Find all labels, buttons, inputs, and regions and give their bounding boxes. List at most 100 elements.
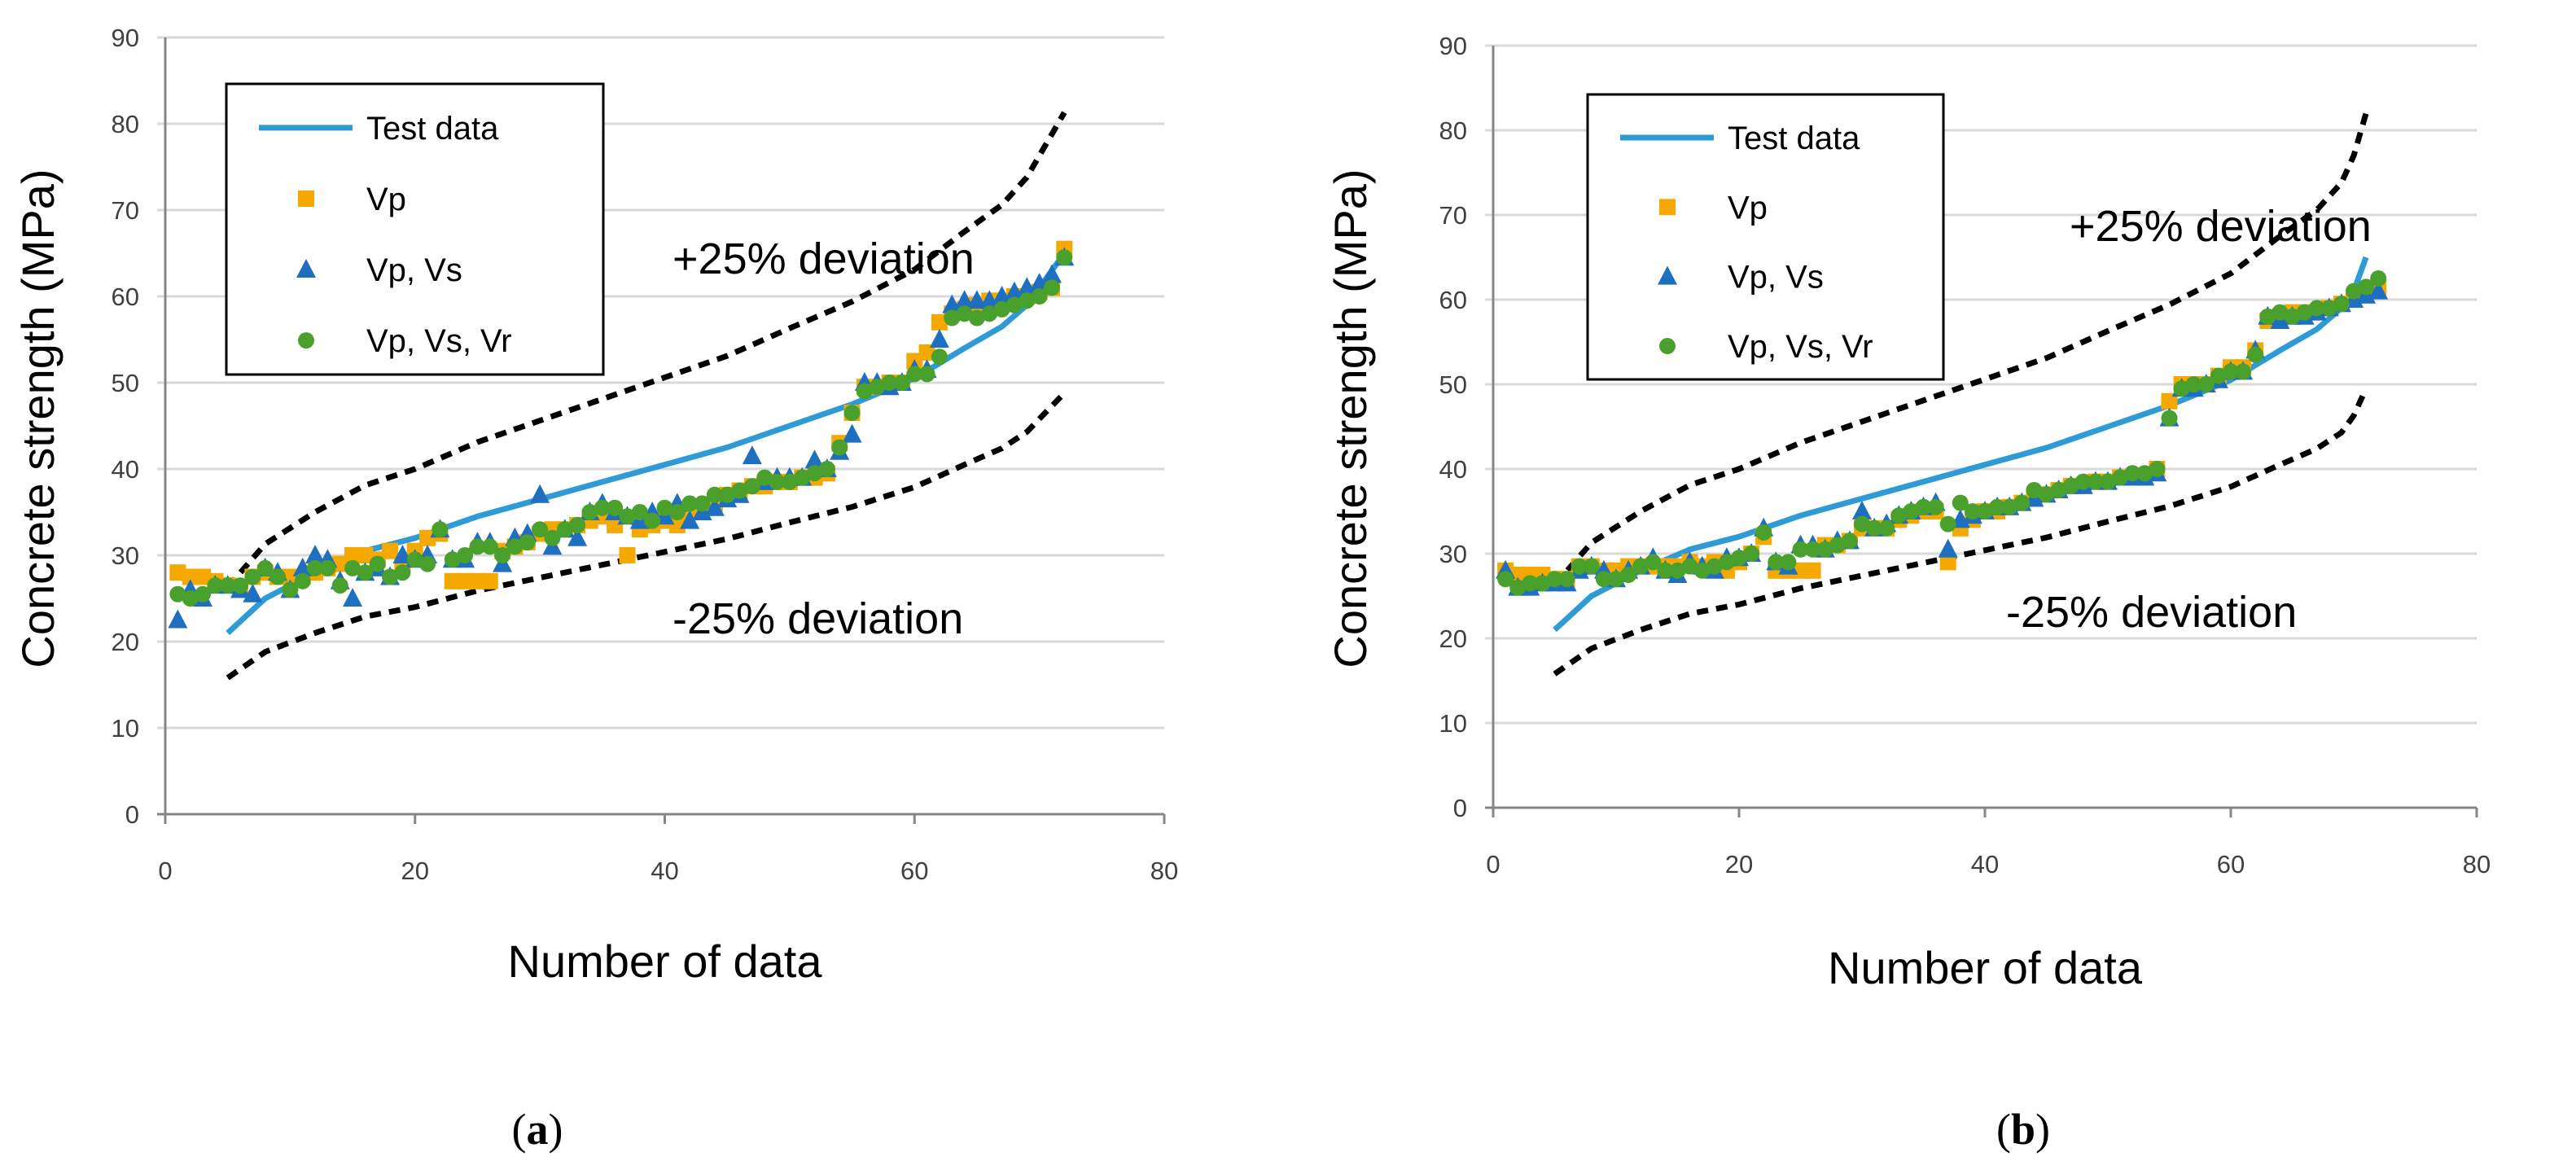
- vp-point: [469, 572, 486, 589]
- vp-vs-vr-point: [2136, 465, 2153, 482]
- vp-vs-vr-point: [2038, 486, 2055, 503]
- vp-vs-vr-point: [207, 577, 224, 594]
- vp-vs-vr-point: [394, 564, 411, 581]
- y-tick-label: 20: [112, 628, 139, 656]
- vp-vs-point: [343, 588, 363, 607]
- vp-vs-vr-point: [2197, 376, 2215, 392]
- vp-vs-vr-point: [344, 559, 361, 576]
- x-axis-title: Number of data: [1828, 942, 2143, 993]
- vp-vs-vr-point: [2223, 363, 2239, 380]
- vp-vs-point: [305, 545, 326, 563]
- vp-vs-vr-point: [182, 590, 199, 607]
- vp-vs-vr-point: [1743, 546, 1760, 562]
- x-tick-label: 20: [1725, 850, 1753, 879]
- vp-vs-vr-point: [1595, 571, 1612, 588]
- vp-vs-vr-point: [506, 538, 524, 555]
- y-tick-label: 0: [125, 800, 139, 829]
- vp-point: [344, 547, 361, 563]
- vp-vs-vr-point: [694, 495, 711, 512]
- vp-vs-vr-point: [893, 375, 910, 391]
- vp-point: [1939, 554, 1956, 571]
- vp-vs-vr-point: [1706, 558, 1723, 575]
- deviation-line: [1552, 112, 2369, 587]
- legend-label: Vp, Vs, Vr: [1728, 329, 1873, 365]
- legend-label: Test data: [1728, 121, 1860, 156]
- vp-vs-vr-point: [2320, 300, 2337, 317]
- vp-vs-vr-point: [1669, 562, 1686, 579]
- vp-point: [1509, 567, 1527, 583]
- vp-vs-vr-point: [794, 469, 811, 486]
- vp-vs-vr-point: [1546, 571, 1563, 588]
- vp-point: [619, 547, 636, 563]
- vp-vs-vr-point: [731, 482, 748, 499]
- vp-vs-vr-point: [1841, 532, 1858, 550]
- vp-vs-vr-point: [1657, 562, 1674, 579]
- vp-vs-vr-point: [1804, 541, 1821, 558]
- vp-vs-vr-point: [1522, 575, 1539, 592]
- vp-vs-vr-point: [781, 473, 798, 490]
- vp-vs-vr-point: [1854, 515, 1870, 532]
- x-tick-label: 60: [2217, 850, 2245, 879]
- vp-vs-vr-point: [2346, 283, 2362, 300]
- legend-square-swatch: [298, 190, 314, 207]
- vp-vs-vr-point: [1681, 558, 1698, 575]
- vp-vs-vr-point: [631, 504, 648, 520]
- vp-vs-vr-point: [2235, 363, 2252, 380]
- vp-vs-vr-point: [2161, 410, 2178, 427]
- y-tick-label: 70: [1439, 201, 1467, 230]
- series--25-deviation: [1552, 112, 2369, 587]
- y-tick-label: 30: [112, 541, 139, 570]
- vp-vs-vr-point: [269, 568, 287, 585]
- vp-vs-point: [954, 290, 975, 309]
- vp-vs-vr-point: [469, 538, 486, 555]
- x-tick-label: 40: [1971, 850, 1999, 879]
- legend-label: Vp, Vs, Vr: [366, 323, 512, 359]
- vp-vs-point: [1938, 538, 1958, 558]
- vp-vs-point: [567, 527, 588, 546]
- vp-point: [918, 344, 935, 361]
- panel-paren-open: (: [1996, 1105, 2011, 1154]
- vp-vs-vr-point: [544, 529, 561, 546]
- vp-vs-vr-point: [1829, 537, 1846, 554]
- vp-vs-vr-point: [981, 305, 998, 322]
- vp-vs-vr-point: [307, 559, 324, 576]
- vp-point: [169, 564, 186, 581]
- vp-vs-vr-point: [1534, 575, 1551, 592]
- vp-vs-vr-point: [818, 461, 835, 477]
- vp-vs-point: [2368, 280, 2389, 300]
- vp-vs-vr-point: [195, 585, 212, 603]
- vp-vs-point: [680, 510, 700, 529]
- vp-vs-vr-point: [2185, 376, 2202, 392]
- vp-vs-vr-point: [1693, 562, 1711, 579]
- vp-vs-vr-point: [1005, 296, 1023, 313]
- vp-vs-vr-point: [856, 383, 873, 400]
- vp-vs-vr-point: [881, 375, 898, 391]
- vp-vs-vr-point: [457, 547, 474, 563]
- vp-vs-vr-point: [1571, 558, 1588, 575]
- vp-vs-point: [1041, 264, 1062, 283]
- vp-vs-vr-point: [1989, 498, 2006, 515]
- x-axis-title: Number of data: [508, 936, 823, 987]
- panel-paren-open: (: [512, 1105, 527, 1154]
- vp-vs-vr-point: [519, 534, 536, 551]
- x-tick-label: 80: [1150, 857, 1178, 885]
- vp-vs-vr-point: [1620, 567, 1637, 583]
- vp-vs-vr-point: [1645, 554, 1662, 571]
- vp-point: [457, 572, 474, 589]
- vp-vs-vr-point: [906, 366, 923, 383]
- y-tick-label: 50: [112, 369, 139, 397]
- series--25-deviation: [226, 391, 1067, 681]
- vp-vs-vr-point: [681, 495, 699, 512]
- vp-vs-vr-point: [432, 521, 449, 538]
- panel-label: (a): [512, 1105, 563, 1154]
- vp-vs-vr-point: [282, 581, 299, 598]
- vp-vs-vr-point: [619, 508, 636, 525]
- vp-vs-vr-point: [2173, 380, 2190, 397]
- vp-vs-point: [168, 609, 188, 629]
- vp-point: [668, 516, 686, 533]
- vp-vs-vr-point: [2149, 461, 2166, 477]
- minus-deviation-label: -25% deviation: [2006, 588, 2297, 637]
- panel-letter: a: [527, 1105, 549, 1154]
- vp-vs-vr-point: [1866, 519, 1883, 537]
- vp-vs-point: [1852, 501, 1872, 519]
